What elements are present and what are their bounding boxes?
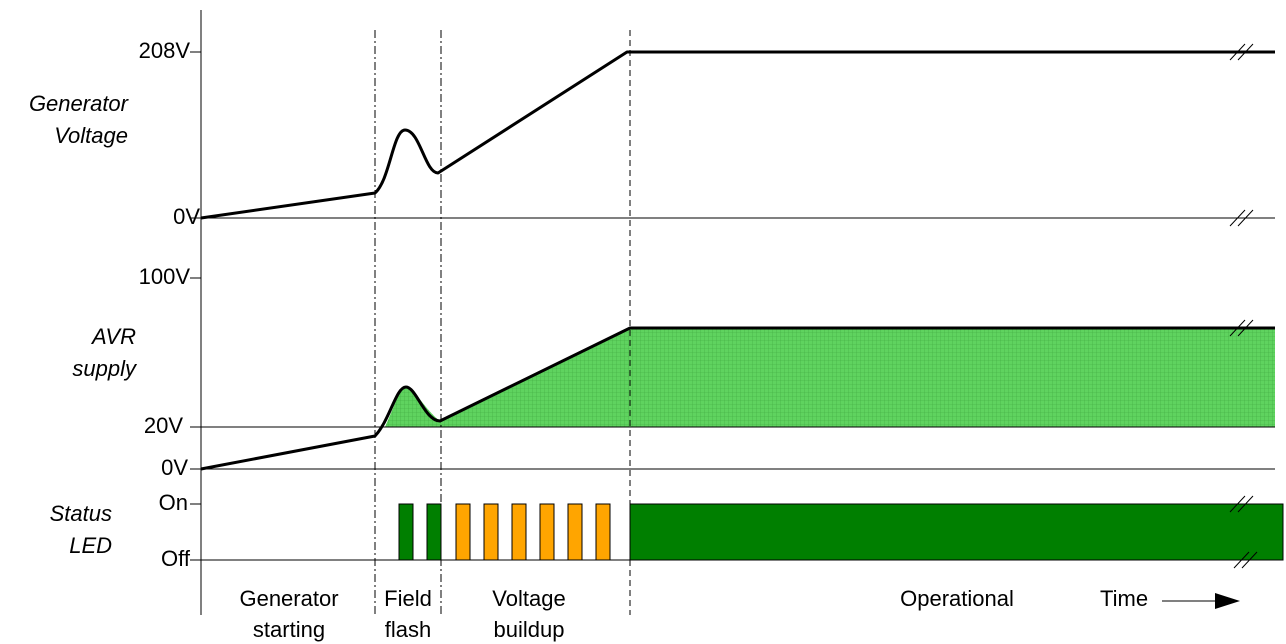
led-on — [629, 503, 1284, 561]
axis — [190, 10, 1275, 615]
level-label: 208V — [139, 38, 191, 63]
signal-name: Voltage — [54, 123, 128, 148]
level-label: Off — [161, 546, 191, 571]
signal-name: supply — [72, 356, 138, 381]
level-label: 0V — [173, 204, 200, 229]
pulse — [426, 503, 442, 561]
phase-label: buildup — [494, 617, 565, 642]
phase-label: Voltage — [492, 586, 565, 611]
pulse — [483, 503, 499, 561]
phase-label: starting — [253, 617, 325, 642]
pulse — [567, 503, 583, 561]
time-label: Time — [1100, 586, 1148, 611]
level-label: 100V — [139, 264, 191, 289]
pulse — [398, 503, 414, 561]
break-marks — [1229, 43, 1258, 569]
level-label: 20V — [144, 413, 183, 438]
signal-name: AVR — [90, 324, 136, 349]
phase-label: Field — [384, 586, 432, 611]
avr-fill — [385, 328, 1275, 427]
signal-name: Generator — [29, 91, 130, 116]
pulse — [539, 503, 555, 561]
phase-label: Generator — [239, 586, 338, 611]
avr-supply-curve — [200, 326, 1275, 471]
signal-name: Status — [50, 501, 112, 526]
level-label: 0V — [161, 455, 188, 480]
phase-label: Operational — [900, 586, 1014, 611]
level-label: On — [159, 490, 188, 515]
pulse — [455, 503, 471, 561]
pulse — [511, 503, 527, 561]
phase-label: flash — [385, 617, 431, 642]
generator-voltage-curve — [200, 50, 1275, 220]
led-pulses — [398, 503, 1284, 561]
time-arrowhead — [1215, 593, 1240, 609]
signal-name: LED — [69, 533, 112, 558]
pulse — [595, 503, 611, 561]
